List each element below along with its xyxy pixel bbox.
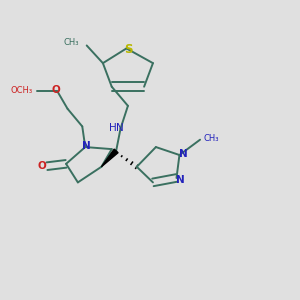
Text: N: N	[179, 148, 188, 158]
Polygon shape	[101, 149, 118, 167]
Text: OCH₃: OCH₃	[11, 86, 33, 95]
Text: CH₃: CH₃	[203, 134, 218, 143]
Text: O: O	[38, 161, 46, 171]
Text: O: O	[51, 85, 60, 95]
Text: N: N	[116, 123, 124, 133]
Text: H: H	[109, 123, 117, 133]
Text: N: N	[176, 175, 184, 185]
Text: CH₃: CH₃	[64, 38, 79, 47]
Text: S: S	[124, 44, 133, 56]
Text: N: N	[82, 141, 91, 151]
